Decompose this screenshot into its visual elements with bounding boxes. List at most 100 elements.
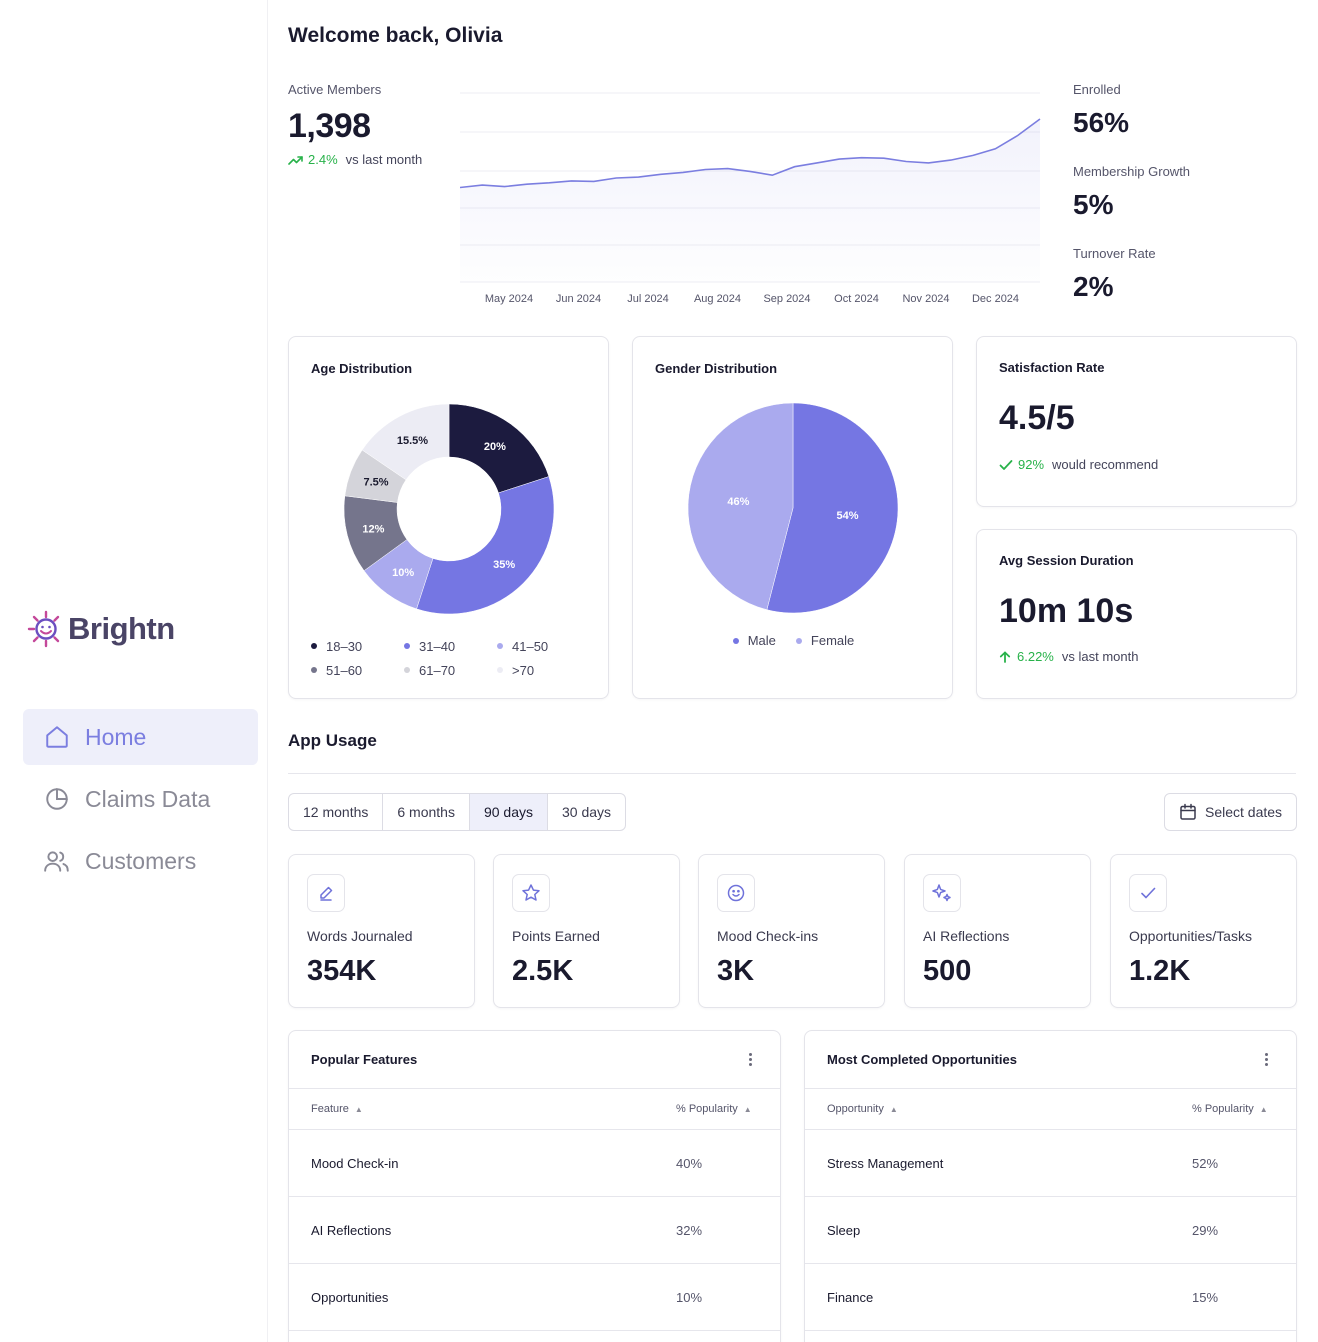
select-dates-button[interactable]: Select dates bbox=[1164, 793, 1297, 831]
x-tick-label: May 2024 bbox=[485, 293, 533, 305]
x-tick-label: Jul 2024 bbox=[627, 293, 669, 305]
x-tick-label: Oct 2024 bbox=[834, 293, 879, 305]
column-header-opportunity[interactable]: Opportunity ▲ bbox=[827, 1103, 898, 1115]
table-row[interactable]: Opportunities 10% bbox=[289, 1264, 780, 1331]
session-delta: 6.22% vs last month bbox=[999, 649, 1138, 664]
table-row[interactable]: Stress Management 52% bbox=[805, 1130, 1296, 1197]
range-6-months[interactable]: 6 months bbox=[383, 794, 470, 830]
brightn-sun-icon bbox=[27, 610, 60, 648]
more-options-icon[interactable] bbox=[742, 1052, 758, 1068]
active-members-kpi: Active Members 1,398 2.4% vs last month bbox=[288, 82, 422, 167]
slice-label: 7.5% bbox=[363, 476, 388, 488]
x-tick-label: Sep 2024 bbox=[763, 293, 810, 305]
card-title: Popular Features bbox=[311, 1052, 418, 1067]
kpi-value: 2% bbox=[1073, 271, 1114, 302]
sort-icon: ▲ bbox=[1259, 1104, 1268, 1114]
stat-label: Points Earned bbox=[512, 928, 600, 944]
sidebar-item-claims-data[interactable]: Claims Data bbox=[23, 771, 258, 827]
page-title: Welcome back, Olivia bbox=[288, 24, 503, 47]
slice-label: 12% bbox=[362, 523, 384, 535]
legend-item: 18–30 bbox=[311, 634, 404, 658]
divider bbox=[288, 773, 1296, 774]
stat-card-points-earned: Points Earned 2.5K bbox=[493, 854, 680, 1008]
legend-item: Female bbox=[795, 633, 854, 648]
sidebar-item-home[interactable]: Home bbox=[23, 709, 258, 765]
gender-pie-chart: 54% 46% bbox=[687, 402, 899, 614]
satisfaction-value: 4.5/5 bbox=[999, 399, 1075, 437]
delta-value: 92% bbox=[1018, 457, 1045, 472]
check-icon bbox=[1129, 874, 1167, 912]
active-members-label: Active Members bbox=[288, 82, 382, 97]
slice-label: 15.5% bbox=[397, 435, 428, 447]
x-tick-label: Aug 2024 bbox=[694, 293, 741, 305]
range-90-days[interactable]: 90 days bbox=[469, 794, 549, 830]
sort-icon: ▲ bbox=[889, 1104, 898, 1114]
sidebar: Brightn Home Claims Data Customers bbox=[0, 0, 268, 1342]
sidebar-item-customers[interactable]: Customers bbox=[23, 833, 258, 889]
legend-item: 41–50 bbox=[497, 634, 548, 658]
pie-slice bbox=[416, 476, 555, 615]
slice-label: 35% bbox=[493, 559, 515, 571]
enrolled-kpi: Enrolled 56% bbox=[1073, 82, 1293, 164]
range-12-months[interactable]: 12 months bbox=[289, 794, 384, 830]
delta-text: vs last month bbox=[1061, 649, 1139, 664]
arrow-up-icon bbox=[999, 651, 1011, 663]
sparkle-icon bbox=[923, 874, 961, 912]
stat-value: 354K bbox=[307, 955, 377, 987]
popular-features-card: Popular Features Feature ▲ % Popularity ▲ … bbox=[288, 1030, 781, 1342]
kpi-value: 5% bbox=[1073, 189, 1114, 220]
membership-kpis: Enrolled 56% Membership Growth 5% Turnov… bbox=[1073, 82, 1293, 328]
trend-up-icon bbox=[288, 155, 303, 165]
legend-item: 51–60 bbox=[311, 658, 404, 682]
session-value: 10m 10s bbox=[999, 592, 1134, 630]
sort-icon: ▲ bbox=[354, 1104, 363, 1114]
card-title: Gender Distribution bbox=[655, 361, 778, 376]
kpi-label: Enrolled bbox=[1073, 82, 1121, 97]
sidebar-item-label: Customers bbox=[85, 847, 197, 874]
stat-label: Opportunities/Tasks bbox=[1129, 928, 1252, 944]
star-icon bbox=[512, 874, 550, 912]
legend-item: >70 bbox=[497, 658, 534, 682]
stat-label: Mood Check-ins bbox=[717, 928, 819, 944]
stat-card-words-journaled: Words Journaled 354K bbox=[288, 854, 475, 1008]
delta-text: vs last month bbox=[345, 152, 423, 167]
card-title: Satisfaction Rate bbox=[999, 360, 1105, 375]
calendar-icon bbox=[1180, 803, 1196, 820]
delta-text: would recommend bbox=[1052, 457, 1159, 472]
users-icon bbox=[43, 847, 71, 875]
legend-item: 31–40 bbox=[404, 634, 497, 658]
membership-growth-kpi: Membership Growth 5% bbox=[1073, 164, 1293, 246]
range-30-days[interactable]: 30 days bbox=[562, 804, 612, 820]
smiley-icon bbox=[717, 874, 755, 912]
sidebar-item-label: Claims Data bbox=[85, 785, 211, 812]
kpi-label: Membership Growth bbox=[1073, 164, 1191, 179]
slice-label: 10% bbox=[392, 567, 414, 579]
table-row[interactable]: Sleep 29% bbox=[805, 1197, 1296, 1264]
table-row[interactable]: Finance 15% bbox=[805, 1264, 1296, 1331]
pie-slice bbox=[361, 403, 450, 481]
stat-label: Words Journaled bbox=[307, 928, 413, 944]
table-row[interactable]: AI Reflections 32% bbox=[289, 1197, 780, 1264]
stat-card-mood-checkins: Mood Check-ins 3K bbox=[698, 854, 885, 1008]
table-row[interactable]: Mood Check-in 40% bbox=[289, 1130, 780, 1197]
completed-opportunities-card: Most Completed Opportunities Opportunity… bbox=[804, 1030, 1297, 1342]
select-dates-label: Select dates bbox=[1205, 804, 1283, 820]
table-header: Feature ▲ % Popularity ▲ bbox=[289, 1089, 780, 1130]
column-header-popularity[interactable]: % Popularity ▲ bbox=[676, 1103, 752, 1115]
x-tick-label: Nov 2024 bbox=[902, 293, 949, 305]
stat-label: AI Reflections bbox=[923, 928, 1010, 944]
card-title: Avg Session Duration bbox=[999, 553, 1134, 568]
stat-value: 3K bbox=[717, 955, 755, 987]
column-header-feature[interactable]: Feature ▲ bbox=[311, 1103, 363, 1115]
age-distribution-card: Age Distribution 20% 35% 10% 12% 7.5% 15.5% 1… bbox=[288, 336, 609, 699]
age-donut-chart: 20% 35% 10% 12% 7.5% 15.5% bbox=[343, 403, 555, 615]
legend-item: Male bbox=[732, 633, 776, 648]
column-header-popularity[interactable]: % Popularity ▲ bbox=[1192, 1103, 1268, 1115]
stat-value: 2.5K bbox=[512, 955, 574, 987]
pencil-icon bbox=[307, 874, 345, 912]
card-title: Most Completed Opportunities bbox=[827, 1052, 1017, 1067]
more-options-icon[interactable] bbox=[1258, 1052, 1274, 1068]
gender-distribution-card: Gender Distribution 54% 46% Male Female bbox=[632, 336, 953, 699]
brand-logo[interactable]: Brightn bbox=[26, 608, 175, 650]
sort-icon: ▲ bbox=[743, 1104, 752, 1114]
